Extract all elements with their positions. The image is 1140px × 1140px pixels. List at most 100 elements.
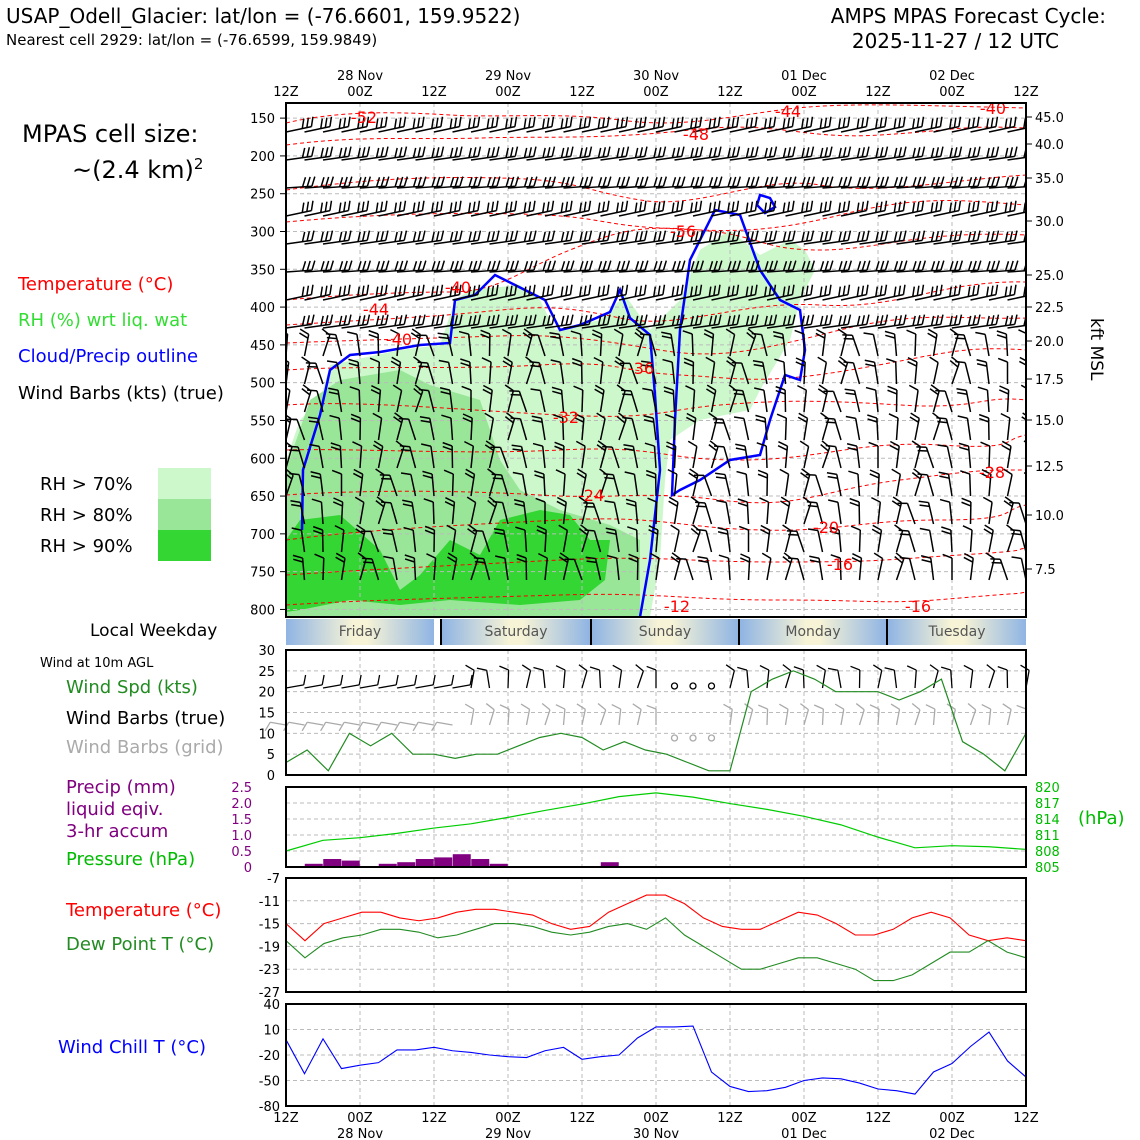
wind-barb-flag xyxy=(750,117,754,128)
wind-barb-flag xyxy=(875,286,879,297)
wind-barb-flag xyxy=(625,116,629,127)
wind-barb xyxy=(629,363,639,385)
wind-barb-flag xyxy=(805,147,810,158)
wind-barb-flag xyxy=(338,286,342,297)
temp-tick-label: -15 xyxy=(259,918,280,933)
wind-barb-flag xyxy=(671,552,681,560)
wind-barb-flag xyxy=(1009,176,1014,187)
wind-barb xyxy=(537,334,546,357)
wind-barb-flag xyxy=(708,147,713,158)
wind-barb-flag xyxy=(394,118,398,129)
grid-barb-flag xyxy=(375,721,382,732)
wind-barb-flag xyxy=(338,177,344,188)
wind-barb-flag xyxy=(625,284,629,295)
wind-barb xyxy=(964,362,972,385)
wind-barb-flag xyxy=(972,231,977,242)
wind-barb-flag xyxy=(891,500,901,508)
wind-barb-flag xyxy=(569,116,573,127)
wind-barb-flag xyxy=(779,468,789,475)
wind-barb-flag xyxy=(400,472,412,476)
wind-barb-flag xyxy=(995,116,999,127)
wind-barb-flag xyxy=(554,445,565,451)
wind-barb-flag xyxy=(585,556,596,560)
wind-barb-flag xyxy=(795,357,806,363)
wind-barb-flag xyxy=(921,200,925,211)
wind-barb-flag xyxy=(961,501,972,507)
wind-barb-flag xyxy=(468,202,472,213)
wind-barb-flag xyxy=(458,200,462,211)
wind-barb-flag xyxy=(1028,118,1030,128)
grid-barb-flag xyxy=(981,704,991,710)
wind-barb-flag xyxy=(1004,147,1009,158)
wind-barb-flag xyxy=(745,177,751,188)
chill-tick-label: -20 xyxy=(259,1049,280,1064)
wind-barb xyxy=(784,474,790,497)
wind-barb-flag xyxy=(967,202,971,213)
wind-barb-flag xyxy=(694,117,698,128)
wind-barb-flag xyxy=(533,176,538,187)
wind-barb-flag xyxy=(357,202,361,213)
wind-barb-flag xyxy=(510,176,515,187)
wind-barb-flag xyxy=(879,117,883,128)
wind-barb-flag xyxy=(939,116,943,127)
wind-barb-flag xyxy=(745,202,749,213)
wind-barb-flag xyxy=(390,360,401,367)
wind-barb-flag xyxy=(984,524,994,532)
wind-barb-flag xyxy=(929,356,939,364)
precip-bar xyxy=(415,859,434,867)
wind-barb-flag xyxy=(495,200,499,211)
windchill-grid xyxy=(286,1004,1026,1106)
wind-barb-flag xyxy=(531,415,542,420)
wind-barb-flag xyxy=(421,443,432,447)
wind-barb-flag xyxy=(523,147,528,158)
wind-barb-flag xyxy=(780,500,790,507)
wind-barb-flag xyxy=(985,552,995,560)
wind-barb-flag xyxy=(750,147,755,158)
wind-barb-flag xyxy=(967,231,972,242)
wind-barb-flag xyxy=(939,284,943,295)
wind-barb-flag xyxy=(690,231,694,242)
wind-barb-flag xyxy=(528,285,532,296)
wind-barb-flag xyxy=(491,117,495,128)
surface-barb-flag xyxy=(451,674,455,685)
surface-barb xyxy=(285,684,304,689)
surface-barb-flag xyxy=(469,674,473,685)
wind-barb-flag xyxy=(916,231,921,242)
wind-barb-flag xyxy=(949,359,959,368)
wind-barb-flag xyxy=(373,444,383,451)
wind-barb-flag xyxy=(902,200,906,211)
wind-barb-flag xyxy=(533,230,537,241)
swatch-rh80 xyxy=(158,499,211,530)
wind-barb xyxy=(370,531,380,553)
wind-barb-flag xyxy=(366,284,370,295)
wind-barb-flag xyxy=(361,231,366,242)
wind-barb-flag xyxy=(894,555,903,564)
wind-barb-flag xyxy=(755,414,766,419)
wind-barb-flag xyxy=(431,118,435,129)
wind-barb-flag xyxy=(694,315,699,326)
wind-barb-flag xyxy=(732,176,737,187)
wind-barb-flag xyxy=(960,470,970,475)
wind-barb-flag xyxy=(366,116,370,127)
wind-barb-flag xyxy=(717,527,728,531)
wind-barb-flag xyxy=(290,499,301,504)
wind-barb-flag xyxy=(496,146,500,157)
wind-barb-flag xyxy=(750,231,755,242)
wind-tick-label: 5 xyxy=(267,748,275,763)
wind-barb-flag xyxy=(662,260,668,271)
wind-barb-flag xyxy=(940,260,945,271)
wind-barb-flag xyxy=(616,231,620,242)
legend-windchill: Wind Chill T (°C) xyxy=(58,1037,206,1058)
wind-barb-flag xyxy=(311,146,315,157)
wind-barb-flag xyxy=(454,117,458,128)
wind-barb-flag xyxy=(648,529,658,535)
wind-barb-flag xyxy=(286,387,291,391)
wind-barb-flag xyxy=(967,261,973,272)
wind-barb-flag xyxy=(496,260,501,271)
wind-barb-flag xyxy=(440,146,445,157)
wind-barb-flag xyxy=(380,260,385,271)
wind-barb-flag xyxy=(768,147,773,158)
wind-barb-flag xyxy=(320,147,324,158)
surface-barb xyxy=(618,670,623,689)
wind-barb-flag xyxy=(717,284,721,295)
